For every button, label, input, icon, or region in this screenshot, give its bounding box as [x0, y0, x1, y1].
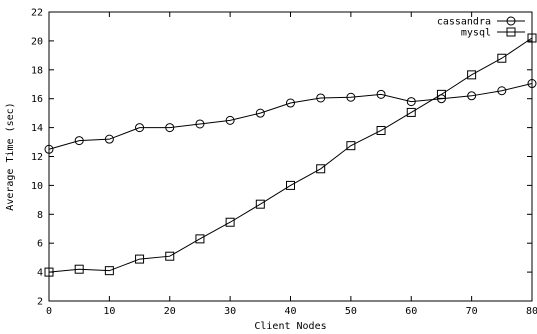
legend-marker-cassandra [506, 16, 516, 26]
x-tick-label: 0 [46, 306, 52, 317]
data-point-mysql [346, 141, 356, 151]
data-point-mysql [225, 217, 235, 227]
data-point-cassandra [527, 79, 537, 89]
tick-layer: 0 10 20 30 40 50 60 70 80 2 4 6 8 10 12 14 16 18 20 22 [31, 8, 537, 318]
y-tick-label: 2 [37, 297, 43, 308]
y-tick-label: 6 [37, 239, 43, 250]
data-point-mysql [104, 266, 114, 276]
data-point-mysql [527, 33, 537, 43]
data-point-cassandra [74, 136, 84, 146]
y-tick-label: 18 [31, 65, 43, 76]
data-point-cassandra [195, 119, 205, 129]
x-axis-label: Client Nodes [254, 321, 326, 332]
data-point-cassandra [346, 92, 356, 102]
data-point-cassandra [497, 86, 507, 96]
data-point-mysql [376, 125, 386, 135]
data-point-cassandra [255, 108, 265, 118]
x-tick-label: 40 [284, 306, 296, 317]
data-point-cassandra [104, 134, 114, 144]
y-tick-label: 22 [31, 8, 43, 19]
data-point-cassandra [225, 115, 235, 125]
series-mysql [44, 33, 537, 277]
series-line-mysql [48, 37, 533, 273]
data-point-cassandra [406, 97, 416, 107]
data-point-mysql [286, 180, 295, 190]
data-point-mysql [436, 89, 446, 99]
data-point-cassandra [286, 98, 295, 108]
data-point-mysql [406, 107, 416, 117]
data-point-mysql [497, 53, 507, 63]
data-point-mysql [255, 199, 265, 209]
x-tick-label: 80 [526, 306, 537, 317]
y-tick-label: 4 [37, 268, 43, 279]
data-point-cassandra [316, 93, 326, 103]
data-point-mysql [467, 70, 477, 80]
x-tick-label: 50 [345, 306, 357, 317]
data-point-cassandra [44, 144, 54, 154]
x-tick-label: 60 [405, 306, 417, 317]
data-point-mysql [135, 254, 145, 264]
y-tick-label: 10 [31, 181, 43, 192]
data-point-mysql [316, 164, 326, 174]
y-tick-label: 16 [31, 94, 43, 105]
data-point-cassandra [135, 123, 145, 133]
data-point-mysql [195, 234, 205, 244]
series-cassandra [44, 79, 537, 154]
y-tick-label: 8 [37, 210, 43, 221]
data-point-cassandra [376, 89, 386, 99]
legend-label-mysql: mysql [461, 28, 491, 39]
y-tick-label: 14 [31, 123, 43, 134]
data-point-mysql [44, 267, 54, 277]
series-layer [44, 33, 537, 277]
x-tick-label: 70 [466, 306, 478, 317]
legend-label-cassandra: cassandra [437, 17, 491, 28]
y-axis-label: Average Time (sec) [5, 102, 16, 210]
plot-area [48, 11, 533, 302]
x-tick-label: 10 [103, 306, 115, 317]
y-tick-label: 12 [31, 152, 43, 163]
data-point-mysql [74, 264, 84, 274]
data-point-cassandra [165, 123, 175, 133]
data-point-mysql [165, 251, 175, 261]
y-tick-label: 20 [31, 36, 43, 47]
data-point-cassandra [467, 91, 477, 101]
x-tick-label: 30 [224, 306, 236, 317]
series-line-cassandra [48, 83, 533, 150]
x-tick-label: 20 [164, 306, 176, 317]
legend-marker-mysql [506, 27, 516, 37]
